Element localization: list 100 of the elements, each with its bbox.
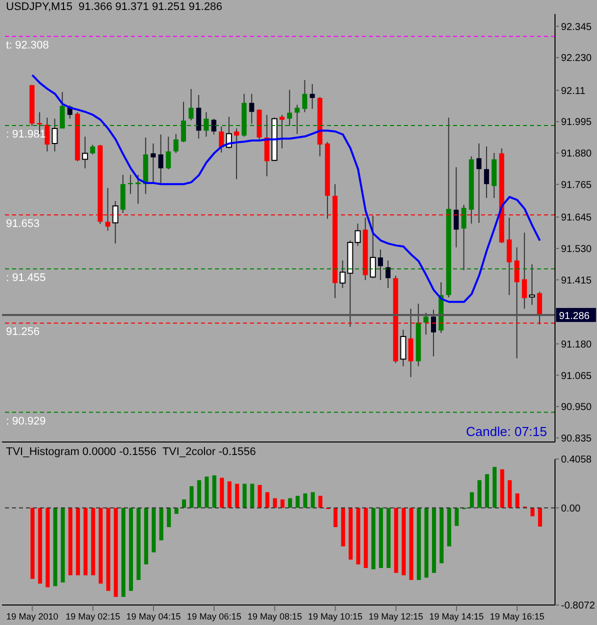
bar xyxy=(288,498,292,508)
y-tick-label: 0.4058 xyxy=(561,454,592,466)
x-tick-label: 19 May 14:15 xyxy=(429,611,484,622)
bar xyxy=(447,508,452,546)
candlestick xyxy=(44,117,50,152)
bar xyxy=(409,508,414,580)
bar xyxy=(454,508,459,526)
bar xyxy=(128,508,133,591)
bar xyxy=(98,508,103,584)
bar xyxy=(38,508,42,584)
bar xyxy=(265,492,270,508)
ref-line-label: : 90.929 xyxy=(6,415,46,428)
candlestick xyxy=(196,94,202,140)
y-tick-label: 91.765 xyxy=(561,180,592,191)
candlestick xyxy=(128,174,133,194)
candlestick xyxy=(476,142,482,224)
bar xyxy=(416,508,421,580)
candlestick xyxy=(173,133,178,154)
candlestick xyxy=(188,88,194,121)
chart-title: USDJPY,M15 91.366 91.371 91.251 91.286 xyxy=(6,1,222,13)
bar xyxy=(84,508,88,576)
candlestick xyxy=(454,166,459,248)
y-tick-label: -0.8072 xyxy=(561,600,596,612)
bar xyxy=(500,469,504,508)
bar xyxy=(204,476,209,508)
candlestick xyxy=(150,142,156,184)
candlestick xyxy=(82,136,88,169)
y-tick-label: 91.065 xyxy=(561,370,592,382)
y-tick-label: 90.835 xyxy=(561,433,592,444)
candlestick xyxy=(211,118,216,135)
bar xyxy=(250,484,254,508)
y-tick-label: 91.415 xyxy=(561,275,592,286)
bar xyxy=(136,508,141,580)
y-tick-label: 91.880 xyxy=(561,148,592,160)
bar xyxy=(440,508,444,564)
bar xyxy=(318,496,322,508)
bar xyxy=(432,508,436,573)
bar xyxy=(303,493,308,508)
bar xyxy=(60,508,65,582)
bar xyxy=(220,478,224,508)
bar xyxy=(174,508,178,514)
candlestick xyxy=(354,223,361,246)
bar xyxy=(272,498,277,508)
x-tick-label: 19 May 16:15 xyxy=(490,611,544,622)
bar xyxy=(492,466,497,508)
bar xyxy=(106,508,110,591)
ref-line-label: : 91.455 xyxy=(6,272,46,284)
x-tick-label: 19 May 12:15 xyxy=(368,611,424,622)
bar xyxy=(477,480,482,508)
candlestick xyxy=(112,200,118,244)
bar xyxy=(144,508,148,564)
bar xyxy=(341,508,346,546)
bar xyxy=(76,508,80,576)
candlestick xyxy=(423,312,428,336)
bar xyxy=(68,508,72,576)
bar xyxy=(371,508,376,570)
bar xyxy=(280,499,284,508)
ref-line-label: t: 92.308 xyxy=(6,39,49,52)
bar xyxy=(46,508,50,588)
y-tick-label: 0.00 xyxy=(561,503,581,514)
candlestick xyxy=(310,84,315,110)
bar xyxy=(242,484,247,508)
bar xyxy=(53,508,58,586)
candlestick xyxy=(522,232,527,310)
bar xyxy=(296,496,300,508)
candlestick xyxy=(166,136,171,170)
candlestick xyxy=(280,114,284,149)
candlestick xyxy=(234,128,240,180)
candlestick xyxy=(136,174,141,204)
y-tick-label: 92.230 xyxy=(561,53,592,64)
bar xyxy=(386,508,391,568)
bar xyxy=(470,492,474,508)
candlestick xyxy=(386,260,391,288)
bar xyxy=(508,480,512,508)
bar xyxy=(515,493,520,508)
bar xyxy=(30,508,35,579)
candlestick xyxy=(370,215,376,279)
candlestick xyxy=(249,93,254,124)
bar xyxy=(258,484,262,508)
bar xyxy=(356,508,360,564)
bar xyxy=(114,508,118,597)
bar xyxy=(402,508,406,576)
bar xyxy=(310,492,315,508)
x-tick-label: 19 May 08:15 xyxy=(247,611,302,622)
x-tick-label: 19 May 10:15 xyxy=(308,611,363,622)
y-tick-label: 92.345 xyxy=(561,22,592,33)
ref-line-label: 91.653 xyxy=(6,218,40,230)
bar xyxy=(348,508,353,560)
candlestick xyxy=(52,118,58,152)
bar xyxy=(334,508,338,528)
bar xyxy=(538,508,542,527)
bar xyxy=(166,508,171,528)
bar xyxy=(182,499,186,508)
bar xyxy=(159,508,164,540)
bar xyxy=(197,480,202,508)
bar xyxy=(152,508,156,552)
bar xyxy=(121,508,126,597)
y-tick-label: 91.180 xyxy=(561,339,592,350)
y-tick-label: 91.645 xyxy=(561,212,592,224)
candlestick xyxy=(400,329,406,367)
